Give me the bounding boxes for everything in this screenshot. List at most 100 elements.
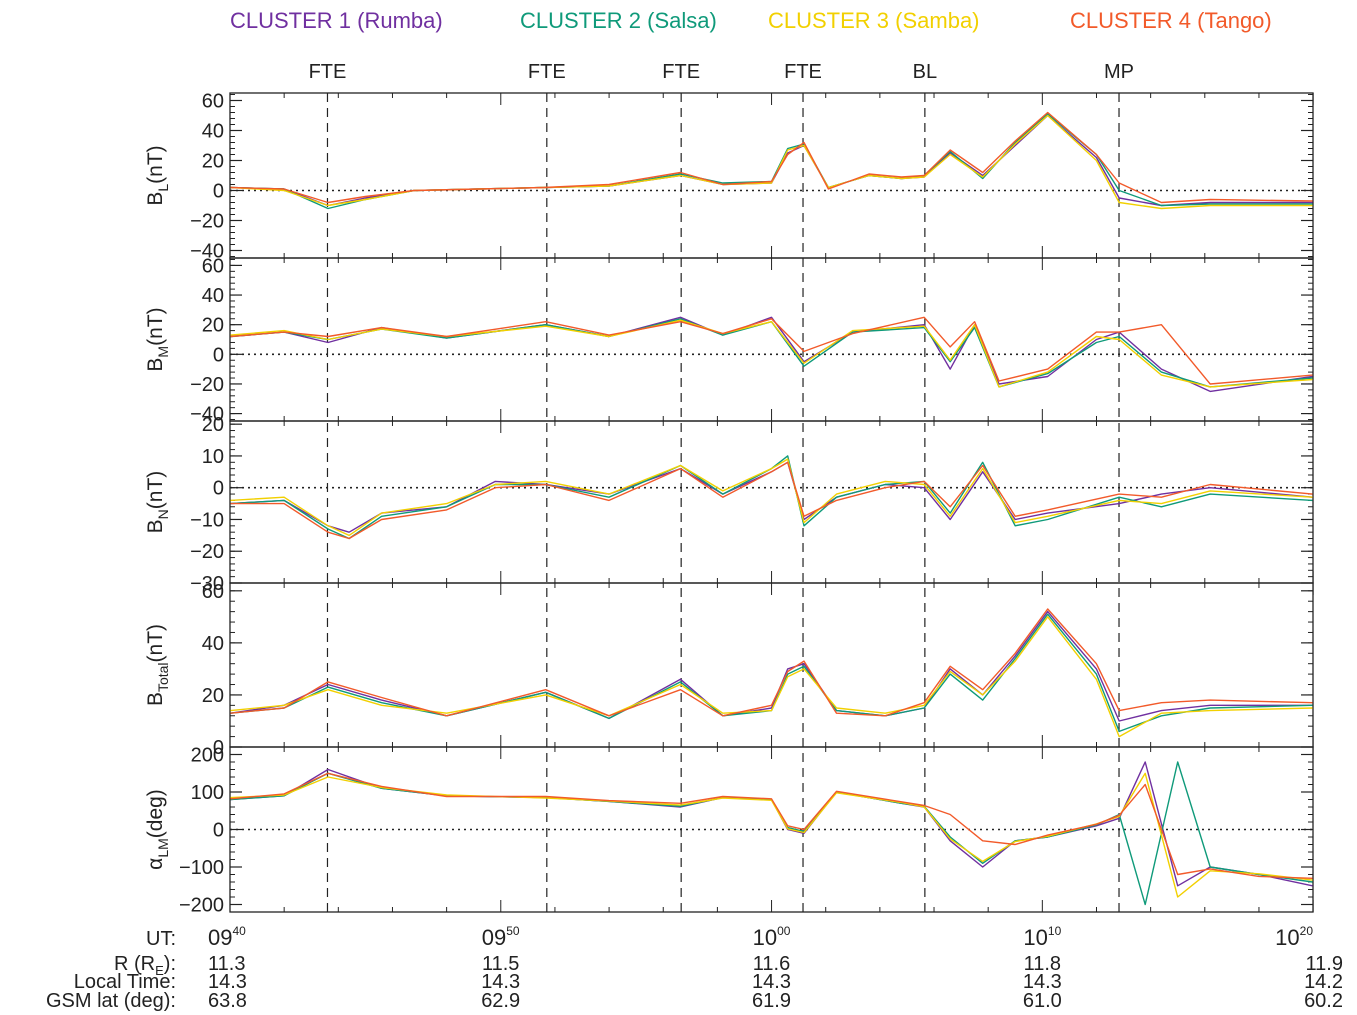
event-label-3: FTE	[662, 61, 700, 83]
y-tick-label: 100	[191, 782, 224, 804]
y-axis-label-unit: (deg)	[144, 789, 167, 838]
y-tick-label: 40	[202, 285, 224, 307]
series-line-cluster-2	[230, 318, 1313, 388]
x-tick-minute: 00	[777, 924, 791, 938]
series-line-cluster-4	[230, 772, 1313, 879]
y-axis-label: BTotal(nT)	[144, 624, 171, 706]
y-axis-label-main: B	[144, 358, 167, 372]
y-tick-label: 0	[213, 478, 224, 500]
x-tick-minute: 20	[1300, 924, 1314, 938]
x-tick-label: 1010	[1023, 924, 1061, 950]
y-axis-label: BL(nT)	[144, 145, 171, 205]
series-line-cluster-1	[230, 461, 1313, 533]
y-tick-label: −40	[190, 404, 224, 426]
series-line-cluster-4	[230, 461, 1313, 540]
y-tick-label: −200	[179, 895, 224, 917]
y-tick-label: −10	[190, 509, 224, 531]
event-label-2: FTE	[528, 61, 566, 83]
x-tick-minute: 40	[232, 924, 246, 938]
y-axis-label-main: B	[144, 192, 167, 206]
ephem-label-r-sub: E	[155, 963, 164, 978]
ephem-label-local-time: Local Time:	[74, 971, 176, 993]
y-axis-label-sub: M	[155, 346, 171, 358]
legend-entry-4: CLUSTER 4 (Tango)	[1070, 8, 1272, 33]
ephem-gsm-lat-value: 61.9	[752, 990, 791, 1012]
ephem-label-r-main: R (R	[114, 953, 155, 975]
y-tick-label: 20	[202, 151, 224, 173]
y-tick-label: 40	[202, 121, 224, 143]
y-tick-label: −30	[190, 573, 224, 595]
series-line-cluster-3	[230, 772, 1313, 898]
event-label-4: FTE	[784, 61, 822, 83]
x-tick-label: 0940	[208, 924, 246, 950]
chart-panels: 6040200−20−40BL(nT)6040200−20−40BM(nT)20…	[144, 91, 1314, 917]
y-axis-label-unit: (nT)	[144, 145, 167, 184]
series-line-cluster-3	[230, 114, 1313, 210]
ephem-r-value: 11.5	[482, 953, 519, 975]
series-line-cluster-4	[230, 316, 1313, 385]
y-axis-label-main: α	[144, 858, 167, 870]
ephem-label-ut: UT:	[146, 928, 176, 950]
y-axis-label-unit: (nT)	[144, 307, 167, 346]
ephem-gsm-lat-value: 61.0	[1023, 990, 1062, 1012]
y-tick-label: 20	[202, 685, 224, 707]
ephem-r-value: 11.6	[753, 953, 790, 975]
panel-frame	[229, 257, 1314, 422]
y-axis-label: αLM(deg)	[144, 789, 171, 870]
ephem-r-value: 11.3	[208, 953, 245, 975]
x-tick-minute: 50	[506, 924, 520, 938]
ephem-local-time-value: 14.2	[1304, 971, 1343, 993]
legend-entry-3: CLUSTER 3 (Samba)	[768, 8, 980, 33]
panel-frame	[229, 582, 1314, 748]
ephem-local-time-value: 14.3	[1023, 971, 1062, 993]
legend-entry-2: CLUSTER 2 (Salsa)	[520, 8, 717, 33]
legend-entry-1: CLUSTER 1 (Rumba)	[230, 8, 443, 33]
x-tick-label: 1000	[753, 924, 791, 950]
y-axis-label: BM(nT)	[144, 307, 171, 371]
y-axis-label-sub: N	[155, 509, 171, 519]
series-line-cluster-3	[230, 458, 1313, 537]
ephem-gsm-lat-value: 63.8	[208, 990, 247, 1012]
y-axis-label: BN(nT)	[144, 471, 171, 534]
y-tick-label: 40	[202, 633, 224, 655]
y-tick-label: −100	[179, 857, 224, 879]
y-axis-label-sub: Total	[155, 662, 171, 692]
time-axis: 0940 0950 1000 1010 1020	[208, 924, 1313, 950]
y-axis-label-unit: (nT)	[144, 471, 167, 510]
y-tick-label: 200	[191, 745, 224, 767]
event-markers: FTE FTE FTE FTE BL MP	[309, 61, 1134, 912]
ephem-label-r: R (RE):	[114, 953, 176, 978]
event-label-6: MP	[1104, 61, 1134, 83]
ephem-gsm-lat-value: 62.9	[481, 990, 520, 1012]
y-tick-label: 10	[202, 446, 224, 468]
ephem-local-time-value: 14.3	[208, 971, 247, 993]
y-tick-label: 60	[202, 255, 224, 277]
series-line-cluster-1	[230, 114, 1313, 207]
x-tick-hour: 10	[1023, 925, 1047, 950]
y-tick-label: 60	[202, 91, 224, 113]
y-tick-label: 0	[213, 344, 224, 366]
y-axis-label-sub: L	[155, 184, 171, 192]
y-axis-label-unit: (nT)	[144, 624, 167, 663]
x-tick-hour: 09	[482, 925, 506, 950]
ephem-local-time-value: 14.3	[752, 971, 791, 993]
panel-5: 200 100 0 −100 −200 αLM(deg)	[144, 745, 1314, 917]
y-tick-label: −40	[190, 241, 224, 263]
y-axis-label-main: B	[144, 692, 167, 706]
ephem-r-value: 11.8	[1024, 953, 1061, 975]
panel-1: 60 40 20 0 −20 −40 BL(nT)	[144, 91, 1314, 263]
ephem-local-time-value: 14.3	[481, 971, 520, 993]
panel-frame	[229, 92, 1314, 259]
y-axis-label-sub: LM	[155, 838, 171, 857]
y-tick-label: 0	[213, 737, 224, 759]
ephemeris-table: UT:R (RE):Local Time:GSM lat (deg):11.3 1…	[46, 928, 1343, 1012]
x-tick-hour: 10	[753, 925, 777, 950]
ephem-label-gsm-lat: GSM lat (deg):	[46, 990, 176, 1012]
series-line-cluster-1	[230, 761, 1313, 887]
x-tick-minute: 10	[1048, 924, 1062, 938]
event-label-5: BL	[913, 61, 937, 83]
x-tick-label: 1020	[1275, 924, 1313, 950]
panel-3: 20 10 0 −10 −20 −30 BN(nT)	[144, 414, 1314, 595]
series-line-cluster-3	[230, 319, 1313, 388]
